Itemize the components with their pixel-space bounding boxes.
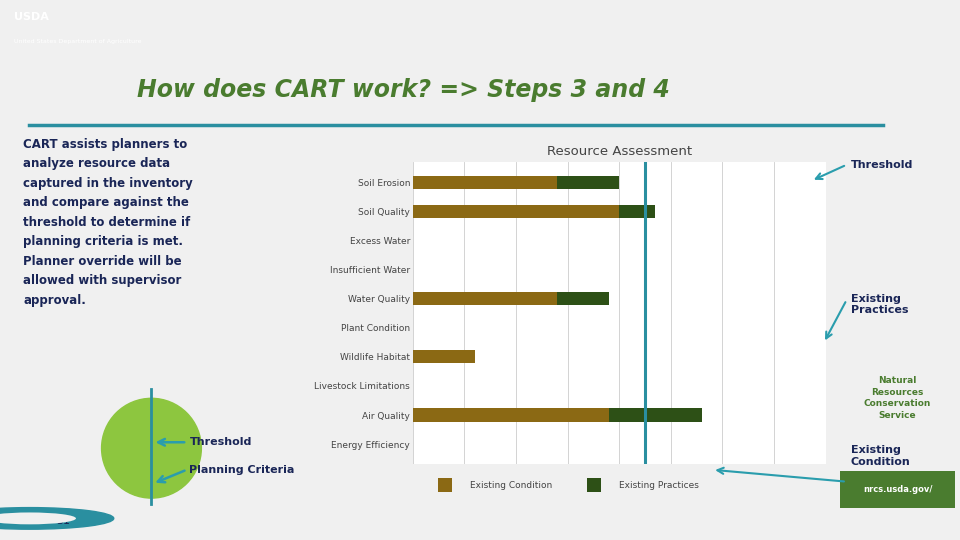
Text: nrcs.usda.gov/: nrcs.usda.gov/ bbox=[863, 485, 932, 494]
FancyBboxPatch shape bbox=[840, 471, 955, 508]
Bar bbox=[619, 205, 656, 218]
Bar bbox=[413, 408, 609, 422]
Text: United States Department of Agriculture: United States Department of Agriculture bbox=[14, 38, 142, 44]
Bar bbox=[413, 292, 558, 305]
Bar bbox=[558, 292, 609, 305]
Text: Natural
Resources
Conservation
Service: Natural Resources Conservation Service bbox=[864, 376, 931, 420]
Text: 31: 31 bbox=[57, 516, 71, 525]
Text: Existing
Condition: Existing Condition bbox=[851, 445, 910, 467]
Text: Planning Criteria: Planning Criteria bbox=[189, 464, 295, 475]
Bar bbox=[558, 176, 619, 189]
Circle shape bbox=[102, 399, 202, 498]
Bar bbox=[587, 478, 601, 491]
Text: Threshold: Threshold bbox=[189, 437, 252, 447]
Title: Resource Assessment: Resource Assessment bbox=[546, 145, 692, 158]
Circle shape bbox=[0, 512, 76, 524]
Text: CART assists planners to
analyze resource data
captured in the inventory
and com: CART assists planners to analyze resourc… bbox=[23, 138, 193, 307]
Text: Threshold: Threshold bbox=[851, 160, 913, 170]
Text: Existing Condition: Existing Condition bbox=[469, 481, 552, 490]
Circle shape bbox=[0, 508, 113, 529]
Bar bbox=[413, 350, 474, 363]
Text: Existing
Practices: Existing Practices bbox=[851, 294, 908, 315]
Bar bbox=[609, 408, 702, 422]
Text: Existing Practices: Existing Practices bbox=[618, 481, 699, 490]
Text: How does CART work? => Steps 3 and 4: How does CART work? => Steps 3 and 4 bbox=[136, 78, 670, 102]
Text: USDA: USDA bbox=[14, 12, 49, 23]
Bar bbox=[413, 205, 619, 218]
Bar bbox=[413, 176, 558, 189]
Bar bbox=[438, 478, 451, 491]
